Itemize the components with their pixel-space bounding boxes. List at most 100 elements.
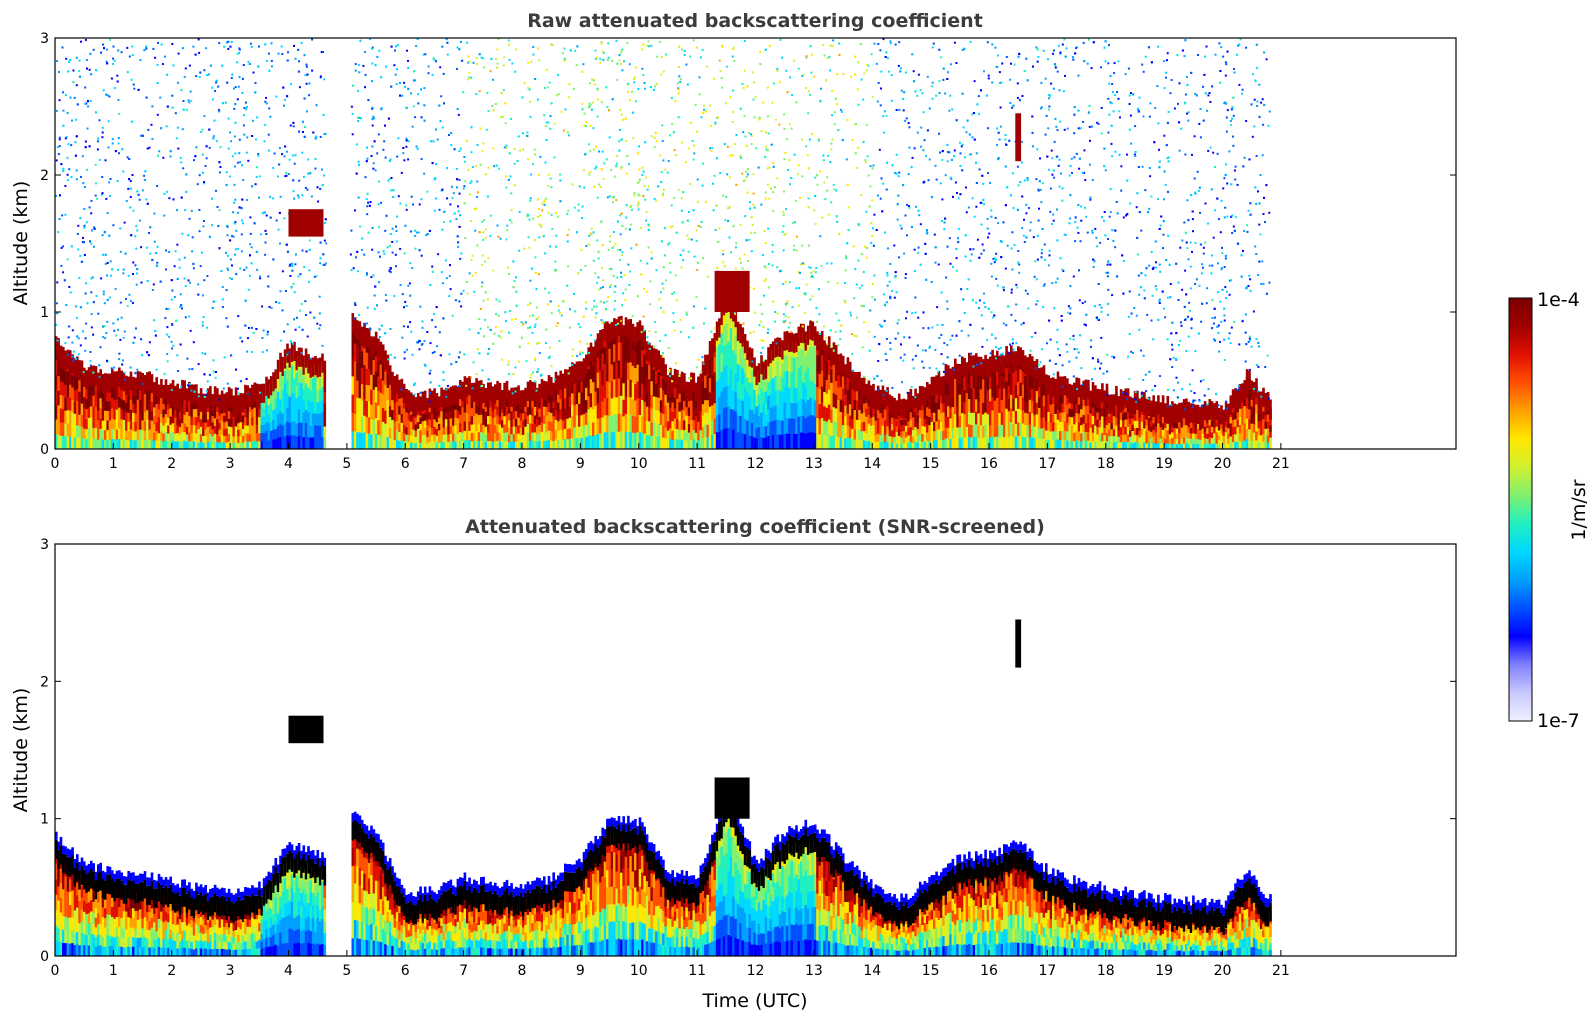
heatmap-cell (1215, 420, 1219, 427)
heatmap-cell (701, 381, 705, 393)
heatmap-cell (146, 409, 149, 420)
boundary-layer-top (351, 313, 355, 333)
heatmap-cell (1161, 436, 1165, 443)
heatmap-cell (1227, 427, 1230, 434)
heatmap-cell (400, 404, 404, 414)
noise-pixel (721, 44, 724, 47)
heatmap-cell (620, 413, 623, 432)
heatmap-cell (1269, 431, 1272, 438)
heatmap-cell (125, 430, 128, 441)
boundary-layer-top (617, 316, 621, 336)
noise-pixel (732, 48, 735, 51)
heatmap-cell (1224, 420, 1228, 427)
heatmap-cell (153, 423, 156, 433)
heatmap-cell (701, 392, 705, 405)
heatmap-cell (321, 386, 324, 400)
heatmap-cell (1222, 435, 1226, 441)
heatmap-cell (1122, 441, 1125, 449)
heatmap-cell (543, 423, 546, 433)
boundary-layer-top (223, 393, 226, 413)
heatmap-cell (844, 383, 847, 395)
heatmap-cell (652, 396, 656, 410)
heatmap-cell (762, 426, 766, 438)
heatmap-cell (258, 416, 261, 426)
heatmap-cell (143, 430, 147, 440)
boundary-layer-top (533, 381, 537, 401)
heatmap-cell (708, 434, 712, 449)
heatmap-cell (293, 392, 296, 407)
heatmap-cell (85, 418, 88, 430)
heatmap-cell (1208, 425, 1212, 432)
heatmap-cell (1101, 440, 1104, 449)
heatmap-cell (1152, 442, 1155, 449)
heatmap-cell (269, 393, 273, 404)
boundary-layer-top (1259, 391, 1263, 411)
heatmap-cell (1208, 431, 1212, 438)
heatmap-cell (370, 374, 373, 390)
heatmap-cell (262, 400, 266, 409)
heatmap-cell (769, 366, 773, 381)
heatmap-cell (867, 405, 871, 415)
heatmap-cell (423, 427, 427, 436)
heatmap-cell (841, 436, 845, 449)
heatmap-cell (363, 398, 366, 416)
heatmap-cell (377, 405, 380, 421)
heatmap-cell (1101, 432, 1104, 442)
heatmap-cell (776, 360, 780, 376)
heatmap-cell (76, 376, 79, 390)
heatmap-cell (414, 442, 418, 449)
noise-pixel (467, 78, 469, 81)
heatmap-cell (272, 409, 275, 420)
heatmap-cell (484, 411, 488, 420)
noise-pixel (249, 243, 252, 246)
boundary-layer-top (968, 352, 971, 372)
boundary-layer-top (66, 349, 70, 369)
heatmap-cell (1026, 389, 1029, 402)
heatmap-cell (59, 435, 63, 449)
heatmap-cell (55, 389, 58, 405)
heatmap-cell (174, 409, 177, 418)
heatmap-cell (1164, 422, 1167, 428)
boundary-layer-top (750, 348, 754, 368)
heatmap-cell (608, 415, 611, 433)
noise-pixel (1159, 375, 1161, 378)
heatmap-cell (865, 416, 868, 425)
heatmap-cell (71, 424, 74, 438)
boundary-layer-top (480, 380, 483, 400)
heatmap-cell (692, 419, 696, 430)
noise-pixel (466, 41, 469, 44)
heatmap-cell (220, 427, 224, 435)
heatmap-cell (890, 429, 894, 437)
heatmap-cell (1005, 421, 1008, 436)
heatmap-cell (1257, 413, 1261, 422)
heatmap-cell (1133, 434, 1137, 443)
boundary-layer-top (627, 319, 630, 339)
boundary-layer-top (582, 358, 586, 378)
heatmap-cell (1245, 428, 1249, 440)
heatmap-cell (610, 364, 614, 382)
heatmap-cell (860, 440, 864, 449)
heatmap-cell (1035, 379, 1039, 392)
boundary-layer-top (1236, 389, 1240, 409)
heatmap-cell (466, 431, 469, 441)
boundary-layer-top (192, 384, 196, 404)
heatmap-cell (484, 441, 488, 449)
heatmap-cell (944, 394, 948, 406)
heatmap-cell (127, 394, 130, 404)
noise-pixel (65, 57, 68, 60)
heatmap-cell (954, 413, 957, 426)
boundary-layer-top (1108, 394, 1111, 414)
heatmap-cell (991, 371, 994, 385)
heatmap-cell (515, 426, 518, 435)
noise-pixel (372, 115, 375, 118)
heatmap-cell (197, 428, 200, 436)
heatmap-cell (1187, 426, 1191, 433)
heatmap-cell (529, 414, 532, 424)
heatmap-cell (304, 396, 308, 410)
heatmap-cell (713, 433, 717, 449)
boundary-layer-top (370, 336, 373, 356)
heatmap-cell (1255, 440, 1258, 449)
heatmap-cell (587, 409, 590, 423)
noise-pixel (1129, 92, 1132, 95)
heatmap-cell (998, 436, 1001, 449)
